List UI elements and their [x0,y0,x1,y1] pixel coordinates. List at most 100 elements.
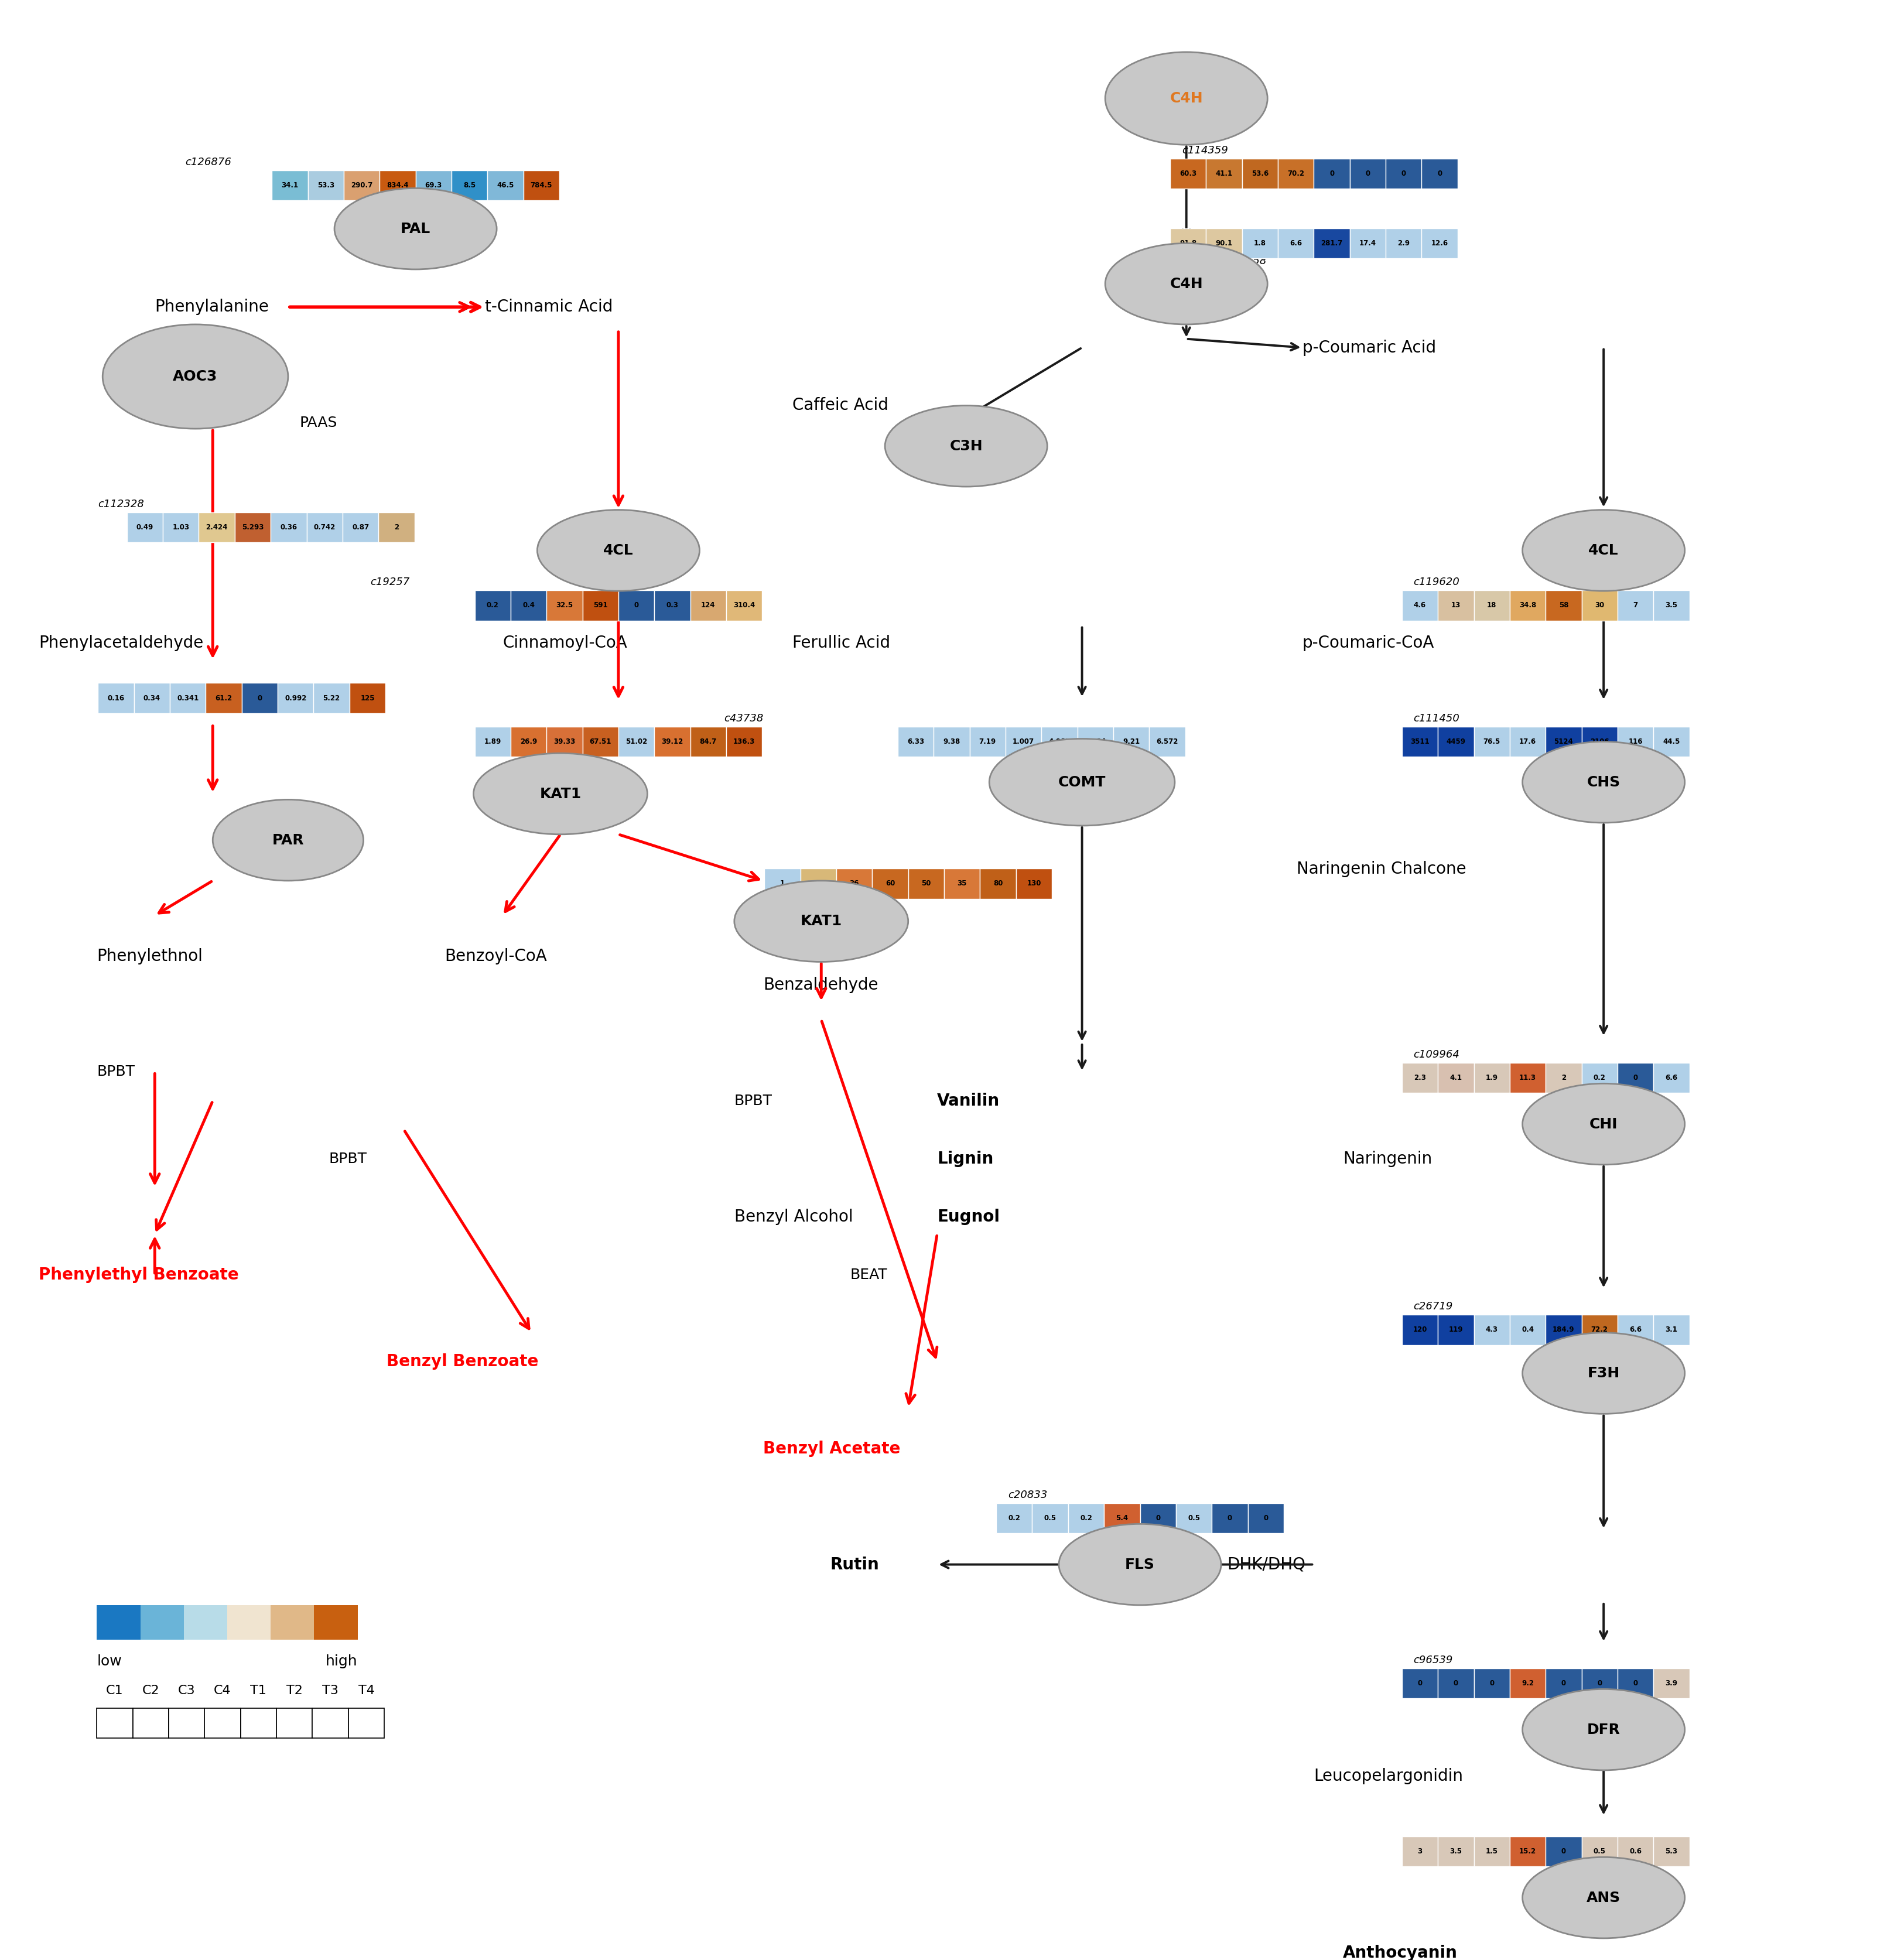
FancyBboxPatch shape [1242,227,1278,259]
Text: 0.49: 0.49 [136,523,153,531]
FancyBboxPatch shape [1314,227,1350,259]
Text: PAR: PAR [273,833,305,847]
Text: Benzoyl-CoA: Benzoyl-CoA [445,949,547,964]
FancyBboxPatch shape [1617,1837,1653,1866]
FancyBboxPatch shape [653,727,689,757]
Text: Vanilin: Vanilin [938,1094,1000,1109]
Text: BPBT: BPBT [97,1064,134,1078]
FancyBboxPatch shape [1546,727,1581,757]
Text: 3: 3 [1417,1848,1422,1856]
Text: BPBT: BPBT [735,1094,773,1107]
FancyBboxPatch shape [350,684,386,713]
FancyBboxPatch shape [837,868,873,900]
FancyBboxPatch shape [1474,1062,1510,1094]
Text: 5.22: 5.22 [324,694,341,702]
Text: 4.6: 4.6 [1413,602,1426,610]
Text: 34.1: 34.1 [282,182,299,188]
Bar [227,1605,271,1641]
FancyBboxPatch shape [1140,1503,1176,1533]
FancyBboxPatch shape [873,868,907,900]
Bar [314,1605,358,1641]
FancyBboxPatch shape [1474,1315,1510,1345]
FancyBboxPatch shape [511,590,547,621]
Text: 53.6: 53.6 [1252,171,1269,178]
Text: C4H: C4H [1170,276,1203,290]
Text: 44.5: 44.5 [1663,737,1680,745]
FancyBboxPatch shape [127,512,163,543]
Text: 0.2: 0.2 [1080,1515,1093,1523]
Text: 2106: 2106 [1589,737,1610,745]
FancyBboxPatch shape [943,868,979,900]
FancyBboxPatch shape [689,590,725,621]
Text: c26719: c26719 [1413,1301,1453,1311]
FancyBboxPatch shape [1581,1837,1617,1866]
FancyBboxPatch shape [1042,727,1078,757]
FancyBboxPatch shape [1510,1837,1546,1866]
Text: 34.8: 34.8 [1519,602,1536,610]
FancyBboxPatch shape [725,727,761,757]
Text: 0.5: 0.5 [1188,1515,1201,1523]
Text: p-Coumaric Acid: p-Coumaric Acid [1303,339,1436,357]
Text: 90.1: 90.1 [1216,239,1233,247]
Text: 0.4: 0.4 [1521,1327,1534,1333]
FancyBboxPatch shape [134,684,170,713]
Text: 6.6: 6.6 [1290,239,1301,247]
Ellipse shape [1523,510,1686,592]
Text: 0: 0 [1453,1680,1458,1688]
Text: 1.8: 1.8 [1254,239,1265,247]
Text: 2.424: 2.424 [206,523,227,531]
FancyBboxPatch shape [1350,227,1386,259]
Text: 0: 0 [1155,1515,1161,1523]
Text: 0: 0 [1633,1680,1638,1688]
Text: 0: 0 [1417,1680,1422,1688]
FancyBboxPatch shape [1314,159,1350,188]
Text: 184.9: 184.9 [1553,1327,1574,1333]
Text: Naringenin Chalcone: Naringenin Chalcone [1297,860,1466,878]
Text: 0: 0 [634,602,638,610]
Ellipse shape [1523,741,1686,823]
FancyBboxPatch shape [1653,1315,1689,1345]
FancyBboxPatch shape [1617,727,1653,757]
Text: 70.2: 70.2 [1288,171,1305,178]
Text: 69.3: 69.3 [424,182,441,188]
FancyBboxPatch shape [1278,227,1314,259]
FancyBboxPatch shape [1510,1315,1546,1345]
Text: 281.7: 281.7 [1320,239,1343,247]
Text: 4.1: 4.1 [1449,1074,1462,1082]
FancyBboxPatch shape [898,727,934,757]
Text: 35: 35 [956,880,966,888]
FancyBboxPatch shape [313,1709,348,1739]
Ellipse shape [884,406,1047,486]
Text: 26.9: 26.9 [521,737,538,745]
Text: CHS: CHS [1587,774,1621,790]
FancyBboxPatch shape [1474,727,1510,757]
Text: 0.992: 0.992 [284,694,307,702]
FancyBboxPatch shape [1653,590,1689,621]
Text: 11.3: 11.3 [1519,1074,1536,1082]
FancyBboxPatch shape [1438,1062,1474,1094]
FancyBboxPatch shape [1653,1062,1689,1094]
Text: 0: 0 [1633,1074,1638,1082]
FancyBboxPatch shape [307,171,343,200]
FancyBboxPatch shape [1474,1837,1510,1866]
FancyBboxPatch shape [1015,868,1051,900]
Text: 1.03: 1.03 [172,523,189,531]
FancyBboxPatch shape [1206,227,1242,259]
Text: 6.33: 6.33 [907,737,924,745]
Text: high: high [326,1654,358,1668]
Text: BEAT: BEAT [850,1268,888,1282]
FancyBboxPatch shape [689,727,725,757]
Text: 13: 13 [1451,602,1460,610]
FancyBboxPatch shape [1546,1837,1581,1866]
Text: 0: 0 [1330,171,1333,178]
FancyBboxPatch shape [343,512,379,543]
FancyBboxPatch shape [1438,1837,1474,1866]
FancyBboxPatch shape [271,512,307,543]
FancyBboxPatch shape [1402,1315,1438,1345]
Ellipse shape [1059,1525,1222,1605]
Text: C3H: C3H [949,439,983,453]
FancyBboxPatch shape [97,1709,133,1739]
Text: c126876: c126876 [186,157,231,167]
FancyBboxPatch shape [1546,1315,1581,1345]
Text: C4H: C4H [1170,92,1203,106]
